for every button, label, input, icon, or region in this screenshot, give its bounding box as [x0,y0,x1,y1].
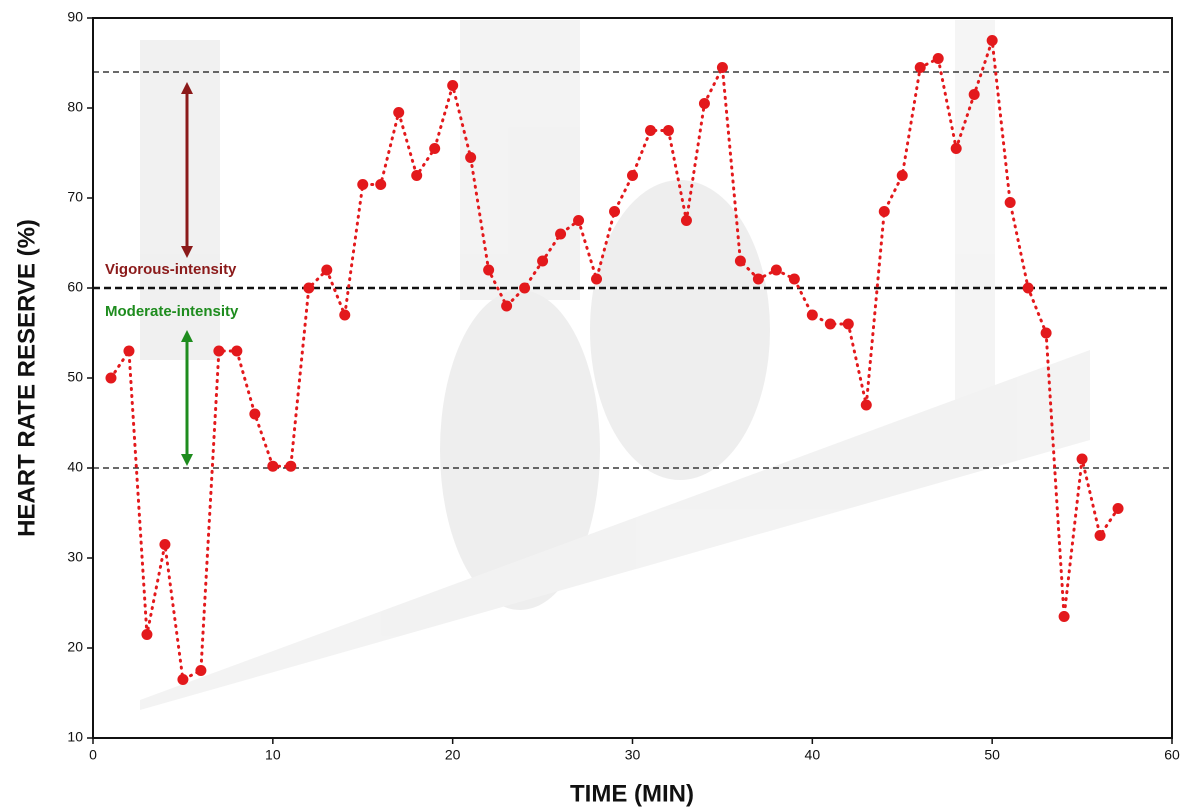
y-axis-title: HEART RATE RESERVE (%) [13,219,40,537]
data-point [933,53,944,64]
data-point [213,346,224,357]
y-tick-label: 80 [67,99,83,115]
data-point [483,265,494,276]
y-tick-label: 20 [67,639,83,655]
data-point [303,283,314,294]
x-tick-label: 10 [265,747,281,763]
data-point [645,125,656,136]
annotation: Vigorous-intensity [105,261,237,278]
data-point [717,62,728,73]
data-point [141,629,152,640]
data-point [1023,283,1034,294]
data-point [447,80,458,91]
data-point [249,409,260,420]
data-point [699,98,710,109]
data-point [537,256,548,267]
data-point [771,265,782,276]
y-tick-label: 30 [67,549,83,565]
data-point [627,170,638,181]
data-point [951,143,962,154]
data-point [609,206,620,217]
data-point [429,143,440,154]
data-point [105,373,116,384]
data-point [159,539,170,550]
y-tick-label: 90 [67,9,83,25]
data-point [267,461,278,472]
data-point [897,170,908,181]
background-photo [140,20,1090,710]
data-point [825,319,836,330]
data-point [987,35,998,46]
data-point [681,215,692,226]
data-point [573,215,584,226]
data-point [411,170,422,181]
data-point [969,89,980,100]
data-point [231,346,242,357]
data-point [1059,611,1070,622]
x-tick-label: 20 [445,747,461,763]
x-tick-label: 50 [984,747,1000,763]
y-tick-label: 70 [67,189,83,205]
data-point [465,152,476,163]
data-point [501,301,512,312]
data-point [285,461,296,472]
data-point [591,274,602,285]
y-tick-label: 40 [67,459,83,475]
data-point [375,179,386,190]
data-point [177,674,188,685]
data-point [753,274,764,285]
data-point [195,665,206,676]
data-point [789,274,800,285]
x-tick-label: 30 [625,747,641,763]
data-point [1113,503,1124,514]
data-point [1077,454,1088,465]
data-point [663,125,674,136]
data-point [843,319,854,330]
data-point [1041,328,1052,339]
x-tick-label: 60 [1164,747,1180,763]
data-point [357,179,368,190]
annotation: Moderate-intensity [105,303,239,320]
x-tick-label: 0 [89,747,97,763]
data-point [879,206,890,217]
data-point [1005,197,1016,208]
data-point [555,229,566,240]
x-axis-title: TIME (MIN) [570,780,694,807]
data-point [123,346,134,357]
y-tick-label: 10 [67,729,83,745]
y-tick-label: 50 [67,369,83,385]
data-point [519,283,530,294]
chart: 10 20 30 40 50 60 70 80 90 0 10 20 30 40 50 60 Vigorous-… [0,0,1187,812]
data-point [1095,530,1106,541]
data-point [735,256,746,267]
data-point [807,310,818,321]
data-point [915,62,926,73]
data-point [861,400,872,411]
y-tick-label: 60 [67,279,83,295]
data-point [393,107,404,118]
data-point [321,265,332,276]
data-point [339,310,350,321]
x-tick-label: 40 [805,747,821,763]
